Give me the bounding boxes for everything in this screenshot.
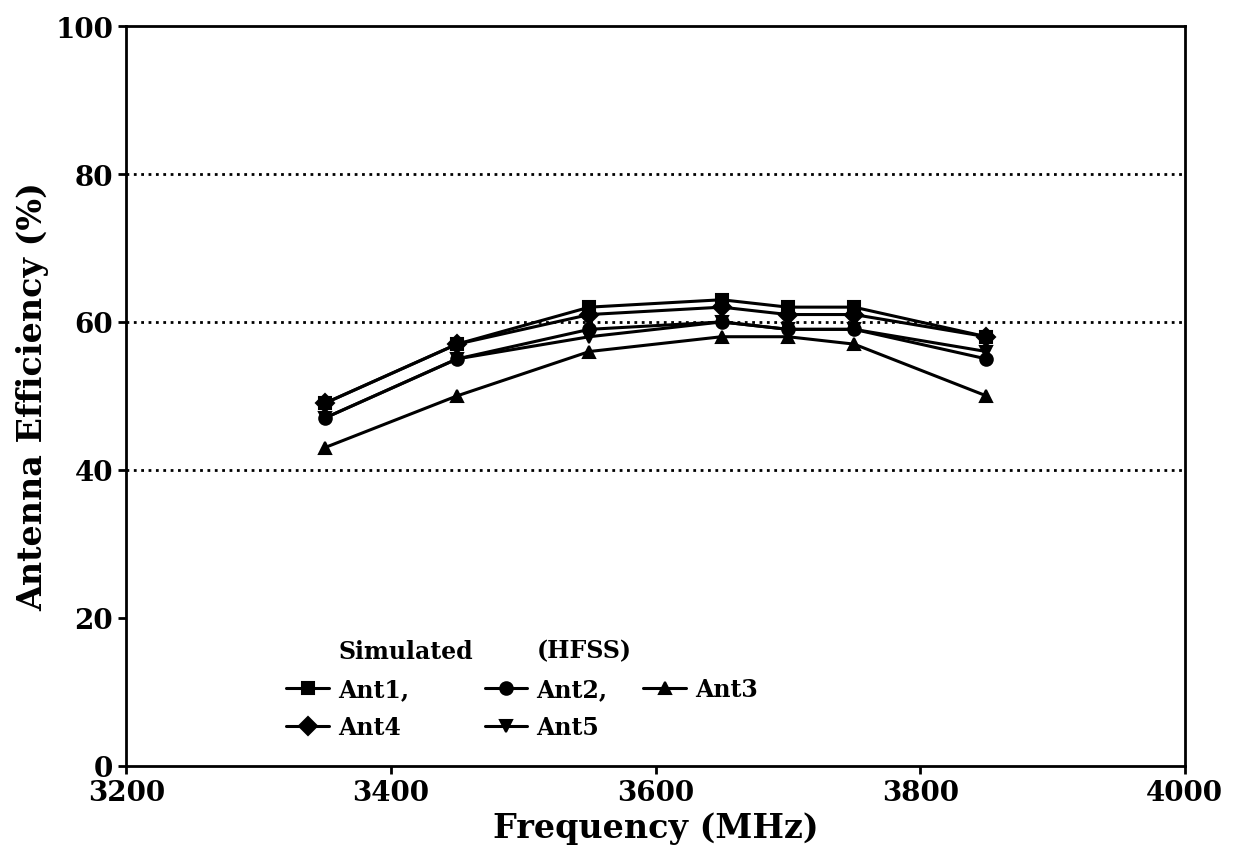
Ant4 bbox=[317, 399, 332, 409]
Ant3 bbox=[317, 443, 332, 453]
Line: Ant4: Ant4 bbox=[319, 301, 992, 410]
Ant2 bbox=[780, 325, 795, 335]
Ant1 bbox=[714, 295, 729, 306]
Ant3 bbox=[450, 391, 465, 401]
Ant2 bbox=[582, 325, 596, 335]
Ant2 bbox=[450, 355, 465, 365]
Ant3 bbox=[582, 347, 596, 357]
Ant3 bbox=[780, 332, 795, 343]
Ant5 bbox=[582, 332, 596, 343]
Ant1 bbox=[450, 339, 465, 350]
Ant1 bbox=[582, 302, 596, 313]
Ant2 bbox=[978, 355, 993, 365]
Ant1 bbox=[978, 332, 993, 343]
Ant2 bbox=[714, 318, 729, 328]
Ant5 bbox=[847, 325, 862, 335]
Ant5 bbox=[978, 347, 993, 357]
Line: Ant1: Ant1 bbox=[319, 294, 992, 410]
Legend: Simulated, Ant1,, Ant4, (HFSS), Ant2,, Ant5, , Ant3, : Simulated, Ant1,, Ant4, (HFSS), Ant2,, A… bbox=[286, 639, 758, 739]
Line: Ant2: Ant2 bbox=[319, 316, 992, 424]
Ant5 bbox=[714, 318, 729, 328]
Ant1 bbox=[317, 399, 332, 409]
Ant5 bbox=[780, 325, 795, 335]
Y-axis label: Antenna Efficiency (%): Antenna Efficiency (%) bbox=[16, 183, 50, 610]
Ant2 bbox=[317, 413, 332, 424]
Ant3 bbox=[978, 391, 993, 401]
Ant1 bbox=[780, 302, 795, 313]
Line: Ant3: Ant3 bbox=[319, 331, 992, 455]
X-axis label: Frequency (MHz): Frequency (MHz) bbox=[492, 811, 818, 845]
Ant4 bbox=[780, 310, 795, 320]
Line: Ant5: Ant5 bbox=[319, 316, 992, 424]
Ant2 bbox=[847, 325, 862, 335]
Ant4 bbox=[582, 310, 596, 320]
Ant4 bbox=[450, 339, 465, 350]
Ant4 bbox=[714, 302, 729, 313]
Ant3 bbox=[847, 339, 862, 350]
Ant5 bbox=[450, 355, 465, 365]
Ant4 bbox=[847, 310, 862, 320]
Ant5 bbox=[317, 413, 332, 424]
Ant3 bbox=[714, 332, 729, 343]
Ant4 bbox=[978, 332, 993, 343]
Ant1 bbox=[847, 302, 862, 313]
